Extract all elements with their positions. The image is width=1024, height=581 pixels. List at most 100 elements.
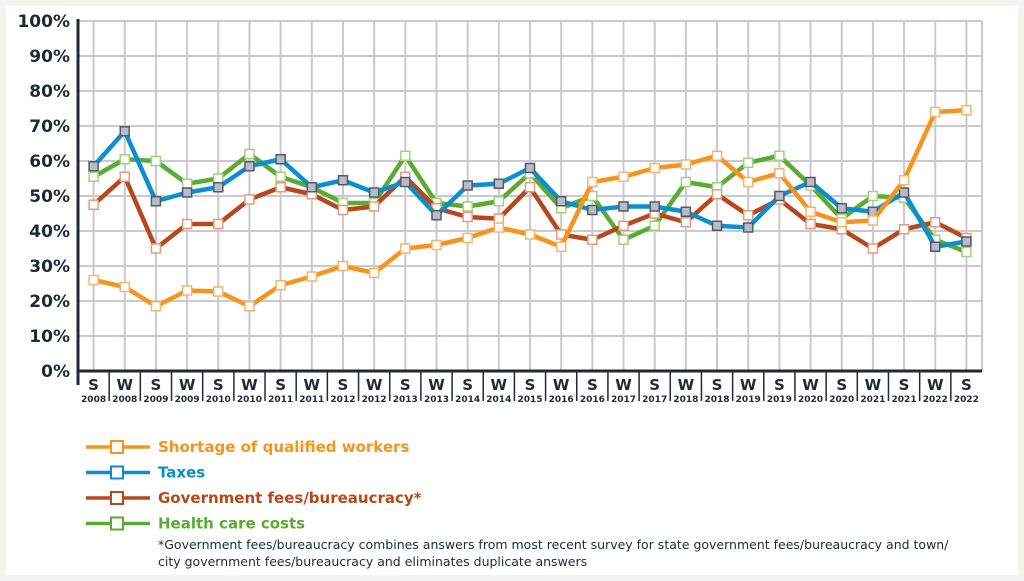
data-point xyxy=(119,126,131,137)
chart-background xyxy=(6,6,1018,575)
x-tick-year: 2012 xyxy=(362,395,387,405)
data-point xyxy=(400,176,411,188)
x-tick-year: 2010 xyxy=(206,395,231,405)
footnote-line-1: *Government fees/bureaucracy combines an… xyxy=(158,537,949,552)
series-0 xyxy=(88,105,972,312)
series-1 xyxy=(88,126,972,252)
x-tick-season: S xyxy=(525,376,536,394)
y-tick-label: 50% xyxy=(29,187,70,207)
data-point xyxy=(400,150,411,161)
x-tick-year: 2018 xyxy=(705,395,730,405)
data-point xyxy=(119,281,131,293)
x-tick-year: 2019 xyxy=(767,395,792,405)
data-point xyxy=(150,301,162,312)
data-point xyxy=(929,241,941,252)
data-point xyxy=(462,201,473,212)
y-tick-label: 80% xyxy=(29,82,70,102)
legend-marker xyxy=(110,440,124,454)
x-tick-year: 2014 xyxy=(455,395,480,405)
data-point xyxy=(742,222,754,233)
data-point xyxy=(244,161,255,172)
data-point xyxy=(493,213,505,224)
data-point xyxy=(898,175,910,186)
data-point xyxy=(119,154,131,165)
x-tick-season: W xyxy=(366,376,383,394)
legend-label: Taxes xyxy=(158,464,205,482)
data-point xyxy=(213,218,224,230)
data-point xyxy=(587,234,598,245)
data-point xyxy=(898,224,910,235)
x-tick-year: 2021 xyxy=(892,395,917,405)
data-point xyxy=(742,157,754,168)
x-tick-year: 2017 xyxy=(611,395,636,405)
x-tick-season: W xyxy=(865,376,882,394)
data-point xyxy=(524,229,536,240)
data-point xyxy=(181,218,193,230)
data-point xyxy=(213,182,224,193)
x-tick-season: W xyxy=(678,376,695,394)
x-tick-year: 2016 xyxy=(580,395,605,405)
data-point xyxy=(618,234,629,245)
x-tick-year: 2008 xyxy=(81,395,106,405)
data-point xyxy=(275,171,286,182)
data-point xyxy=(493,196,505,207)
x-tick-year: 2017 xyxy=(642,395,667,405)
data-point xyxy=(867,215,879,226)
data-point xyxy=(400,243,411,254)
data-point xyxy=(213,286,224,297)
x-tick-season: W xyxy=(428,376,445,394)
x-tick-season: W xyxy=(179,376,196,394)
x-tick-year: 2013 xyxy=(393,395,418,405)
data-point xyxy=(181,178,193,189)
series-2 xyxy=(88,171,972,254)
data-point xyxy=(88,199,99,210)
data-point xyxy=(711,150,723,161)
data-point xyxy=(431,239,442,251)
data-point xyxy=(462,211,473,223)
data-point xyxy=(181,187,193,198)
x-tick-season: W xyxy=(615,376,632,394)
data-point xyxy=(836,217,847,228)
data-point xyxy=(181,285,193,296)
data-point xyxy=(680,206,692,217)
data-point xyxy=(836,203,847,214)
data-point xyxy=(462,232,473,244)
x-tick-year: 2013 xyxy=(424,395,449,405)
x-tick-season: S xyxy=(338,376,349,394)
data-point xyxy=(368,187,380,198)
data-point xyxy=(213,173,224,184)
legend-label: Shortage of qualified workers xyxy=(158,438,409,456)
y-tick-label: 30% xyxy=(29,257,70,277)
data-point xyxy=(742,210,754,221)
legend-label: Health care costs xyxy=(158,515,305,533)
x-tick-season: S xyxy=(649,376,660,394)
legend-marker xyxy=(110,465,124,480)
x-tick-season: W xyxy=(740,376,757,394)
data-point xyxy=(961,236,972,247)
data-point xyxy=(337,175,349,186)
x-tick-year: 2014 xyxy=(486,395,511,405)
data-point xyxy=(337,260,349,272)
data-point xyxy=(524,162,536,174)
data-point xyxy=(493,222,505,233)
legend-label: Government fees/bureaucracy* xyxy=(158,489,422,507)
x-tick-season: S xyxy=(712,376,723,394)
data-point xyxy=(680,159,692,170)
x-tick-season: S xyxy=(275,376,286,394)
x-tick-season: W xyxy=(241,376,258,394)
data-point xyxy=(88,274,99,286)
legend-item: Taxes xyxy=(86,464,205,482)
y-tick-label: 70% xyxy=(29,117,70,137)
x-tick-year: 2016 xyxy=(549,395,574,405)
x-tick-year: 2008 xyxy=(112,395,137,405)
data-point xyxy=(774,190,785,202)
x-tick-year: 2011 xyxy=(299,395,324,405)
data-point xyxy=(462,180,473,191)
x-tick-season: W xyxy=(304,376,321,394)
x-tick-season: W xyxy=(116,376,133,394)
data-point xyxy=(680,217,692,228)
x-tick-season: S xyxy=(400,376,411,394)
data-point xyxy=(711,189,723,200)
data-point xyxy=(555,196,567,207)
